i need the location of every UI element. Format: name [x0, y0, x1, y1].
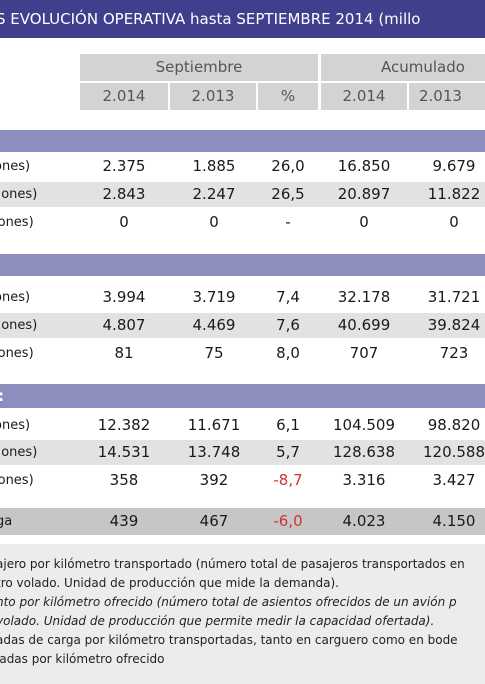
cell-sept-2014: 3.994 [102, 288, 146, 306]
cell-sept-percent: 6,1 [276, 416, 300, 434]
cell-acum-2014: 707 [349, 344, 379, 362]
table-row: ones) 2.375 1.885 26,0 16.850 9.679 [0, 154, 485, 179]
cell-sept-2014: 14.531 [97, 443, 151, 461]
cell-sept-2013: 13.748 [187, 443, 241, 461]
cell-acum-2014: 4.023 [342, 512, 386, 530]
table-row: lones) 81 75 8,0 707 723 [0, 341, 485, 366]
cell-sept-2013: 1.885 [192, 157, 236, 175]
cell-sept-percent: 5,7 [276, 443, 300, 461]
cell-sept-percent: 8,0 [276, 344, 300, 362]
footnote-line: ajero por kilómetro transportado (número… [0, 557, 465, 571]
cell-sept-2013: 392 [199, 471, 229, 489]
cell-acum-2013: 4.150 [432, 512, 476, 530]
header-sept-2013: 2.013 [170, 83, 256, 110]
cell-acum-2013: 39.824 [427, 316, 481, 334]
cell-acum-2014: 20.897 [337, 185, 391, 203]
cell-sept-2014: 2.843 [102, 185, 146, 203]
row-label: ones) [0, 418, 31, 433]
cell-acum-2014: 3.316 [342, 471, 386, 489]
row-label: llones) [0, 318, 38, 333]
header-sept-2014: 2.014 [80, 83, 168, 110]
cell-acum-2014: 104.509 [332, 416, 396, 434]
cell-sept-2013: 4.469 [192, 316, 236, 334]
cell-sept-percent: 26,5 [271, 185, 305, 203]
cell-acum-2014: 0 [359, 213, 369, 231]
row-label: ones) [0, 159, 31, 174]
cell-sept-2013: 11.671 [187, 416, 241, 434]
table-title: S EVOLUCIÓN OPERATIVA hasta SEPTIEMBRE 2… [0, 10, 421, 28]
cell-sept-2013: 467 [199, 512, 229, 530]
header-acumulado: Acumulado [321, 54, 485, 81]
cell-sept-2014: 4.807 [102, 316, 146, 334]
cell-acum-2014: 32.178 [337, 288, 391, 306]
row-label: llones) [0, 187, 38, 202]
total-row: ga 439 467 -6,0 4.023 4.150 [0, 508, 485, 535]
cell-sept-percent: 7,4 [276, 288, 300, 306]
section-band-3: : [0, 384, 485, 408]
table-row: llones) 4.807 4.469 7,6 40.699 39.824 [0, 313, 485, 338]
table-row: lones) 0 0 - 0 0 [0, 210, 485, 235]
footnote-line: volado. Unidad de producción que permite… [0, 614, 435, 628]
section-band-2 [0, 254, 485, 276]
cell-sept-2014: 358 [109, 471, 139, 489]
section-band-label: : [0, 384, 4, 408]
cell-sept-2014: 0 [119, 213, 129, 231]
cell-acum-2013: 3.427 [432, 471, 476, 489]
row-label: lones) [0, 473, 34, 488]
footnote-line: adas de carga por kilómetro transportada… [0, 633, 458, 647]
cell-sept-percent: 26,0 [271, 157, 305, 175]
cell-acum-2013: 11.822 [427, 185, 481, 203]
footnote-line: tro volado. Unidad de producción que mid… [0, 576, 339, 590]
cell-sept-percent: -6,0 [273, 512, 303, 530]
cell-sept-2014: 12.382 [97, 416, 151, 434]
section-band-1 [0, 130, 485, 152]
cell-acum-2014: 16.850 [337, 157, 391, 175]
cell-sept-2013: 0 [209, 213, 219, 231]
header-sept-percent: % [258, 83, 318, 110]
footnote-line: nto por kilómetro ofrecido (número total… [0, 595, 457, 609]
cell-sept-2014: 439 [109, 512, 139, 530]
cell-acum-2014: 128.638 [332, 443, 396, 461]
cell-sept-2014: 81 [114, 344, 134, 362]
cell-acum-2013: 0 [449, 213, 459, 231]
cell-sept-2013: 3.719 [192, 288, 236, 306]
row-label: lones) [0, 215, 34, 230]
cell-sept-percent: - [285, 213, 291, 231]
cell-sept-percent: -8,7 [273, 471, 303, 489]
table-title-bar: S EVOLUCIÓN OPERATIVA hasta SEPTIEMBRE 2… [0, 0, 485, 38]
table-row: ones) 12.382 11.671 6,1 104.509 98.820 [0, 413, 485, 438]
header-septiembre: Septiembre [80, 54, 318, 81]
cell-sept-2013: 2.247 [192, 185, 236, 203]
header-acum-2013: 2.013 [409, 83, 485, 110]
table-row: llones) 2.843 2.247 26,5 20.897 11.822 [0, 182, 485, 207]
cell-acum-2013: 723 [439, 344, 469, 362]
table-row: ones) 3.994 3.719 7,4 32.178 31.721 [0, 285, 485, 310]
row-label: llones) [0, 445, 38, 460]
cell-acum-2013: 120.588 [422, 443, 485, 461]
cell-sept-2014: 2.375 [102, 157, 146, 175]
cell-acum-2013: 9.679 [432, 157, 476, 175]
cell-sept-2013: 75 [204, 344, 224, 362]
header-acum-2014: 2.014 [321, 83, 407, 110]
table-row: llones) 14.531 13.748 5,7 128.638 120.58… [0, 440, 485, 465]
row-label: ga [0, 514, 13, 529]
footnote-line: ladas por kilómetro ofrecido [0, 652, 165, 666]
cell-acum-2014: 40.699 [337, 316, 391, 334]
cell-acum-2013: 31.721 [427, 288, 481, 306]
cell-sept-percent: 7,6 [276, 316, 300, 334]
cell-acum-2013: 98.820 [427, 416, 481, 434]
table-row: lones) 358 392 -8,7 3.316 3.427 [0, 468, 485, 493]
row-label: lones) [0, 346, 34, 361]
footnotes: ajero por kilómetro transportado (número… [0, 555, 485, 669]
row-label: ones) [0, 290, 31, 305]
